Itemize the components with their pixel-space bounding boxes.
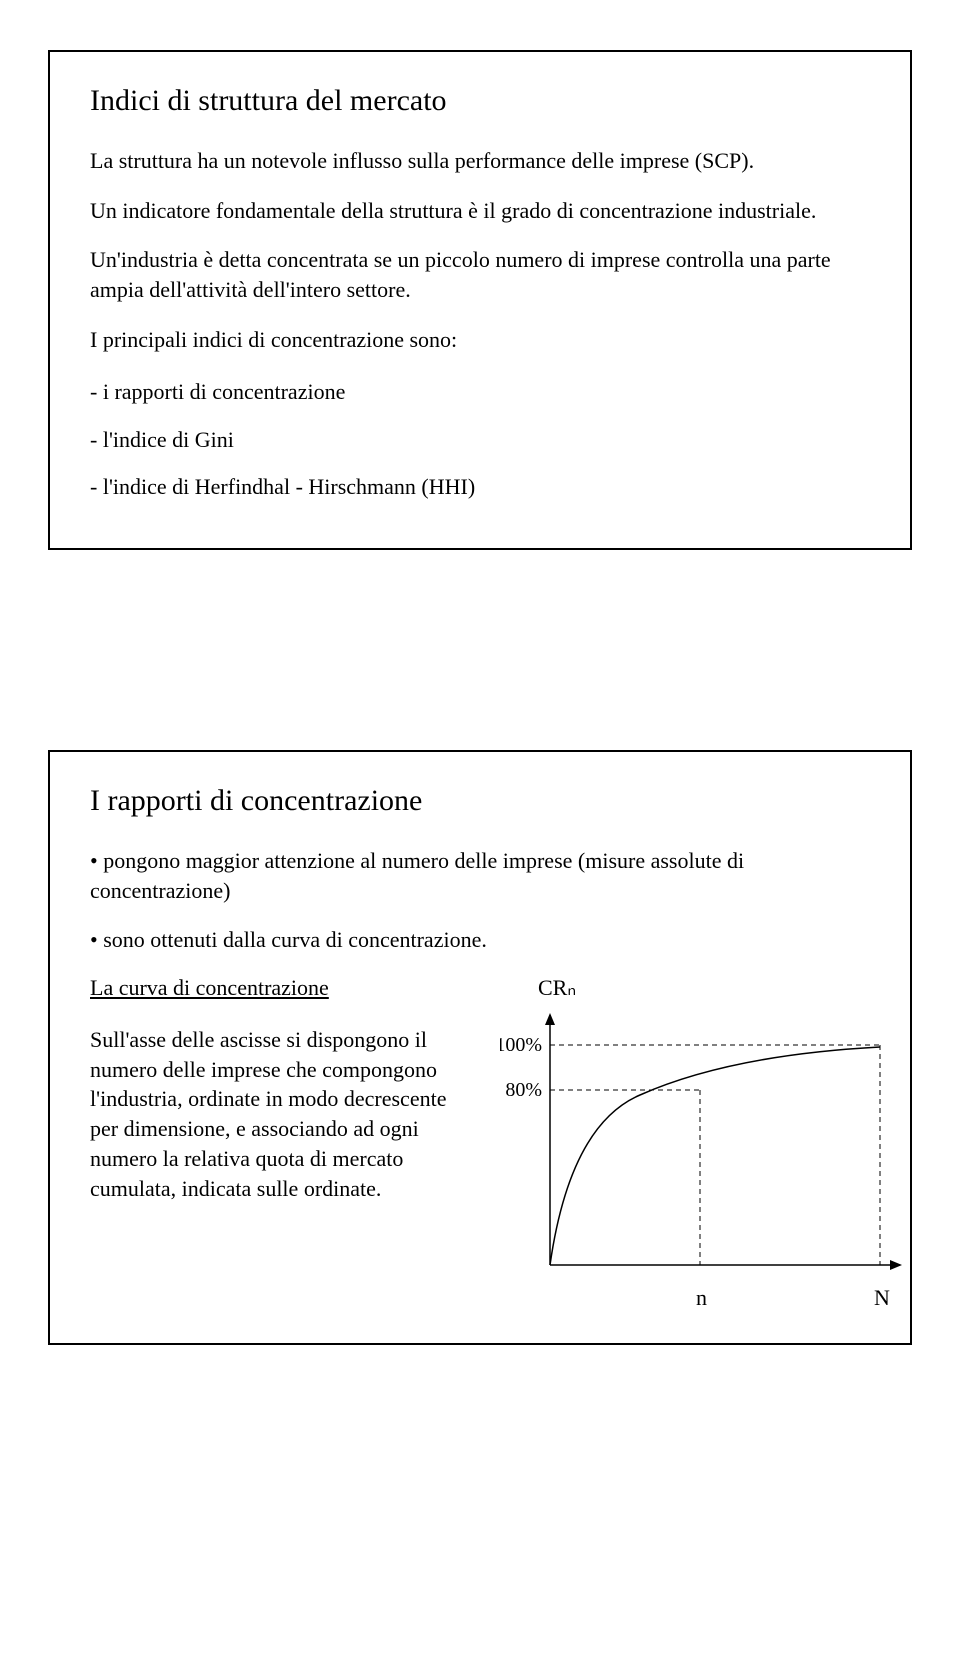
top-title: Indici di struttura del mercato [90, 84, 870, 118]
curve-description: Sull'asse delle ascisse si dispongono il… [90, 1025, 480, 1203]
top-para1: La struttura ha un notevole influsso sul… [90, 146, 870, 176]
bottom-bullet1: • pongono maggior attenzione al numero d… [90, 846, 870, 905]
concentration-curve-chart: 100% 80% n N [500, 1005, 920, 1311]
lower-content: La curva di concentrazione Sull'asse del… [90, 975, 870, 1311]
panel-concentration-ratios: I rapporti di concentrazione • pongono m… [48, 750, 912, 1345]
curve-subtitle: La curva di concentrazione [90, 975, 329, 1001]
chart-svg: 100% 80% [500, 1005, 920, 1285]
bottom-bullet2: • sono ottenuti dalla curva di concentra… [90, 925, 870, 955]
panel-structure-indices: Indici di struttura del mercato La strut… [48, 50, 912, 550]
top-para4: I principali indici di concentrazione so… [90, 325, 870, 355]
top-item-0: - i rapporti di concentrazione [90, 374, 870, 409]
top-para2: Un indicatore fondamentale della struttu… [90, 196, 870, 226]
curve-text-block: La curva di concentrazione Sull'asse del… [90, 975, 480, 1311]
svg-text:100%: 100% [500, 1034, 542, 1056]
x-tick-n: n [696, 1285, 707, 1311]
chart-x-labels: n N [500, 1285, 920, 1311]
svg-text:80%: 80% [505, 1079, 542, 1101]
top-para3: Un'industria è detta concentrata se un p… [90, 245, 870, 304]
top-item-2: - l'indice di Herfindhal - Hirschmann (H… [90, 469, 870, 504]
top-items-list: - i rapporti di concentrazione - l'indic… [90, 374, 870, 504]
chart-block: CRₙ 100% 80% n N [500, 975, 920, 1311]
top-item-1: - l'indice di Gini [90, 422, 870, 457]
bottom-title: I rapporti di concentrazione [90, 784, 870, 818]
x-tick-N: N [874, 1285, 890, 1311]
chart-y-axis-label: CRₙ [538, 975, 576, 1001]
